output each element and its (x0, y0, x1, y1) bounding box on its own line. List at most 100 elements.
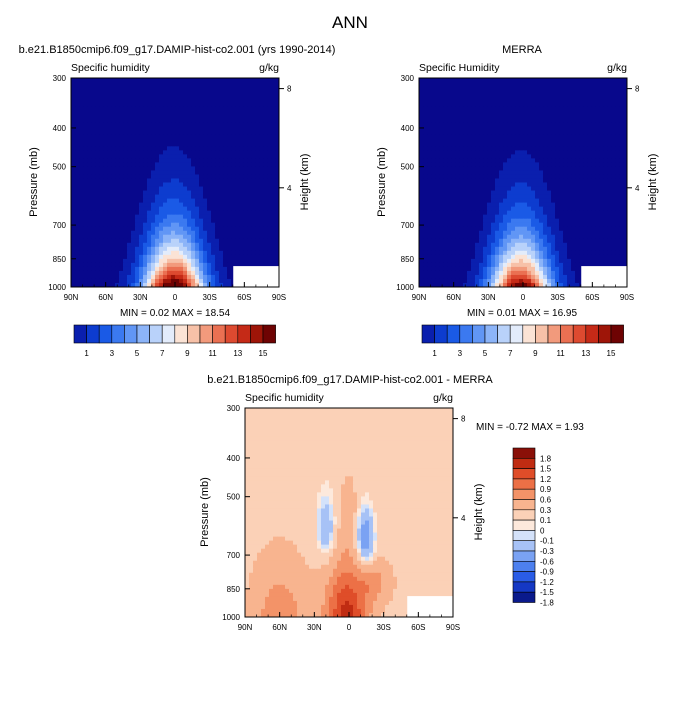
merra-cell (539, 207, 544, 212)
merra-cell (467, 166, 472, 171)
model-cell (175, 251, 180, 256)
model-cell (255, 138, 260, 143)
model-cell (167, 150, 172, 155)
merra-cell (595, 239, 600, 244)
model-cell (247, 255, 252, 260)
merra-cell (507, 102, 512, 107)
merra-cell (431, 239, 436, 244)
merra-cell (527, 130, 532, 135)
model-cell (163, 166, 168, 171)
merra-cell (595, 106, 600, 111)
model-cell (111, 138, 116, 143)
merra-cell (563, 239, 568, 244)
model-cell (271, 166, 276, 171)
model-cell (267, 154, 272, 159)
merra-cell (523, 98, 528, 103)
merra-cell (463, 231, 468, 236)
merra-cell (431, 178, 436, 183)
merra-cell (547, 110, 552, 115)
model-cell (151, 267, 156, 272)
merra-cell (507, 219, 512, 224)
merra-cell (595, 243, 600, 248)
model-cell (103, 98, 108, 103)
merra-cell (463, 203, 468, 208)
merra-cell (543, 199, 548, 204)
merra-cell (543, 183, 548, 188)
merra-cell (467, 122, 472, 127)
merra-cell (455, 195, 460, 200)
merra-cell (551, 106, 556, 111)
model-cell (211, 211, 216, 216)
model-cell (247, 94, 252, 99)
model-cell (175, 154, 180, 159)
merra-cell (439, 235, 444, 240)
model-cell (87, 199, 92, 204)
model-cell (239, 146, 244, 151)
merra-cell (495, 170, 500, 175)
merra-cell (495, 203, 500, 208)
merra-cell (519, 154, 524, 159)
merra-cell (519, 195, 524, 200)
merra-cell (591, 110, 596, 115)
model-cell (187, 154, 192, 159)
model-cell (111, 251, 116, 256)
merra-cell (611, 142, 616, 147)
merra-cell (599, 227, 604, 232)
model-cell (223, 227, 228, 232)
model-cell (191, 215, 196, 220)
model-cell (159, 158, 164, 163)
model-cell (223, 154, 228, 159)
model-cell (259, 154, 264, 159)
merra-cell (571, 178, 576, 183)
merra-cell (459, 162, 464, 167)
model-cell (215, 187, 220, 192)
merra-cell (423, 82, 428, 87)
merra-cell (551, 118, 556, 123)
model-cell (263, 122, 268, 127)
merra-cell (551, 211, 556, 216)
merra-cell (503, 187, 508, 192)
merra-cell (515, 187, 520, 192)
merra-cell (467, 98, 472, 103)
model-cell (235, 138, 240, 143)
model-cell (255, 174, 260, 179)
merra-cell (435, 98, 440, 103)
merra-cell (439, 114, 444, 119)
model-cell (135, 243, 140, 248)
model-cell (123, 235, 128, 240)
model-cell (111, 158, 116, 163)
merra-cell (475, 106, 480, 111)
model-cell (155, 98, 160, 103)
model-cell (107, 195, 112, 200)
model-cell (175, 235, 180, 240)
model-cell (171, 102, 176, 107)
model-cell (183, 215, 188, 220)
merra-cell (599, 134, 604, 139)
model-cell (131, 122, 136, 127)
merra-cell (499, 82, 504, 87)
model-cell (147, 263, 152, 268)
merra-cell (463, 134, 468, 139)
merra-cell (583, 110, 588, 115)
merra-cell (567, 142, 572, 147)
merra-cell (491, 187, 496, 192)
model-cell (227, 183, 232, 188)
merra-cell (603, 239, 608, 244)
merra-cell (483, 110, 488, 115)
merra-cell (499, 142, 504, 147)
merra-cell (539, 166, 544, 171)
merra-cell (451, 138, 456, 143)
merra-cell (527, 170, 532, 175)
model-cell (199, 114, 204, 119)
merra-cell (483, 243, 488, 248)
merra-cell (431, 114, 436, 119)
merra-cell (555, 207, 560, 212)
merra-cell (455, 126, 460, 131)
merra-cell (511, 94, 516, 99)
model-cell (75, 142, 80, 147)
merra-cell (587, 142, 592, 147)
merra-cell (483, 211, 488, 216)
model-cell (179, 106, 184, 111)
merra-cell (595, 134, 600, 139)
merra-cell (503, 227, 508, 232)
